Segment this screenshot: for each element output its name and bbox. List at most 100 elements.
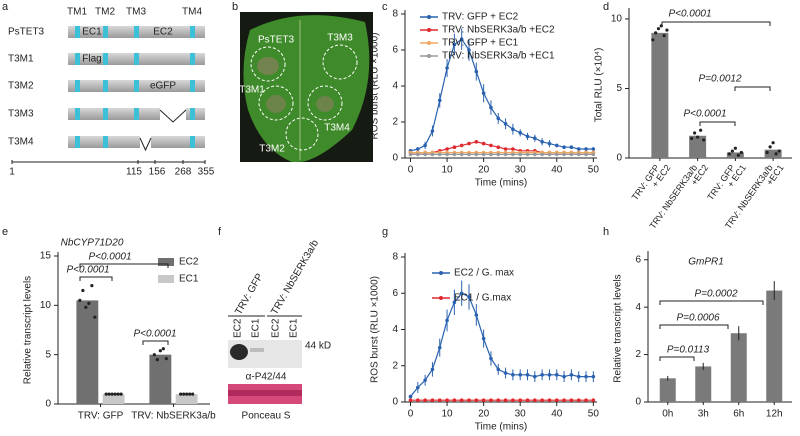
legend-swatch [439, 296, 443, 300]
p-value: P<0.0001 [683, 109, 726, 120]
data-point [467, 141, 471, 146]
replicate-point [110, 392, 114, 396]
data-point [547, 152, 552, 157]
panel-label: d [603, 1, 609, 13]
data-point [496, 152, 501, 157]
x-tick-label: 20 [478, 165, 490, 176]
replicate-point [164, 357, 168, 361]
data-point [540, 398, 544, 402]
data-point [430, 129, 435, 133]
y-tick-label: 4 [392, 81, 398, 92]
data-point [518, 152, 522, 157]
bracket [659, 300, 764, 305]
bracket [659, 356, 695, 361]
y-tick-label: 8 [392, 9, 398, 20]
chart: 0 2 4 6 Relative transcript levels GmPR1 0h 3h 6… [613, 251, 792, 420]
data-point [408, 398, 413, 402]
data-point [474, 69, 479, 74]
bar [76, 300, 99, 404]
replicate-point [182, 392, 186, 396]
chart-title: GmPR1 [688, 257, 724, 268]
legend-swatch [158, 275, 174, 283]
legend-swatch [439, 271, 443, 275]
y-tick-label: 6 [392, 288, 398, 299]
spot-label: T3M2 [259, 144, 285, 155]
lane-label: EC1 [251, 318, 262, 338]
replicate-point [191, 392, 195, 396]
data-point [467, 398, 471, 402]
position-label: 1 [9, 167, 15, 178]
data-point [459, 398, 464, 402]
data-point [511, 127, 515, 131]
x-tick-label: 12h [766, 409, 783, 420]
data-point [459, 37, 464, 41]
group-label: TRV: GFP [233, 272, 265, 317]
tm-label: TM1 [67, 7, 87, 18]
data-point [474, 152, 479, 157]
p-value: P<0.0001 [668, 9, 711, 20]
data-point [576, 374, 581, 379]
data-point [503, 371, 508, 375]
series-line [410, 292, 594, 397]
spot-label: T3M3 [327, 33, 353, 44]
legend-label: TRV: NbSERK3a/b +EC1 [442, 51, 555, 62]
legend-label: EC2 / G. max [454, 268, 514, 279]
data-point [554, 373, 559, 377]
data-point [416, 398, 420, 402]
legend-label: TRV: GFP + EC1 [442, 38, 519, 49]
data-point [591, 398, 596, 402]
replicate-point [654, 31, 658, 35]
bracket [699, 121, 736, 126]
y-axis-label: Relative transcript levels [613, 274, 624, 382]
data-point [584, 147, 588, 151]
tm-label: TM2 [95, 7, 115, 18]
data-point [547, 373, 552, 377]
x-tick-label: 30 [515, 165, 527, 176]
data-point [452, 145, 457, 149]
replicate-point [702, 138, 706, 142]
data-point [474, 398, 479, 402]
panel-label: f [218, 226, 222, 238]
replicate-point [727, 152, 731, 156]
replicate-point [699, 128, 703, 132]
replicate-point [90, 284, 94, 288]
data-point [430, 367, 435, 372]
y-tick-label: 10 [611, 14, 623, 25]
data-point [584, 398, 588, 402]
p-value: P=0.0002 [694, 289, 738, 300]
legend-swatch [158, 258, 174, 266]
data-point [430, 152, 435, 157]
replicate-point [84, 305, 88, 309]
x-tick-label: 30 [515, 409, 527, 420]
row-label: T3M2 [8, 81, 34, 92]
y-tick-label: 5 [45, 349, 51, 360]
panel-label: c [382, 1, 388, 13]
data-point [496, 398, 501, 402]
data-point [518, 373, 522, 377]
y-tick-label: 4 [635, 302, 641, 313]
data-point [554, 152, 559, 157]
y-axis-label: ROS burst (RLU ×1000) [370, 33, 381, 140]
domain-label: EC1 [82, 27, 102, 38]
row-label: PsTET3 [8, 27, 45, 38]
y-tick-label: 0 [616, 153, 622, 164]
replicate-point [696, 135, 700, 139]
data-point [481, 398, 486, 402]
data-point [569, 398, 574, 402]
replicate-point [690, 136, 694, 141]
legend-label: TRV: GFP + EC2 [442, 12, 519, 23]
data-point [511, 398, 515, 402]
bracket [142, 340, 169, 345]
data-point [511, 373, 515, 377]
data-point [503, 398, 508, 402]
data-point [584, 374, 588, 379]
x-tick-label: 50 [588, 409, 600, 420]
data-point [511, 147, 515, 151]
p-value: P=0.0006 [676, 313, 720, 324]
y-tick-label: 2 [392, 360, 398, 371]
replicate-point [116, 392, 120, 396]
data-point [445, 147, 449, 151]
data-point [489, 152, 493, 157]
data-point [562, 145, 566, 149]
x-tick-label: 3h [698, 409, 709, 420]
